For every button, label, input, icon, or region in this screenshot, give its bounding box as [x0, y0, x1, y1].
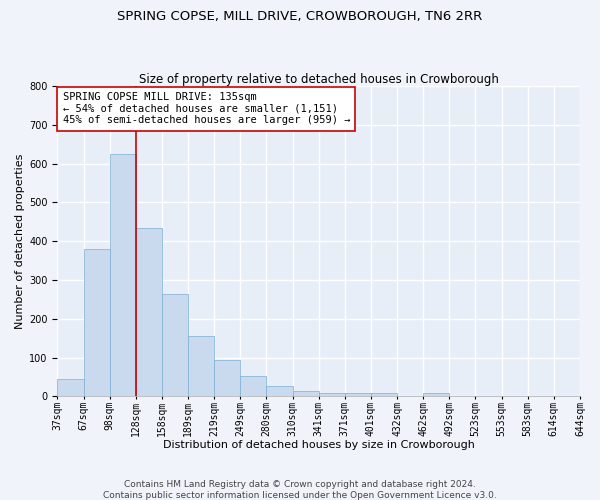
Bar [319, 392, 345, 396]
Y-axis label: Number of detached properties: Number of detached properties [15, 154, 25, 329]
X-axis label: Distribution of detached houses by size in Crowborough: Distribution of detached houses by size … [163, 440, 475, 450]
Text: Contains HM Land Registry data © Crown copyright and database right 2024.
Contai: Contains HM Land Registry data © Crown c… [103, 480, 497, 500]
Bar [423, 394, 449, 396]
Text: SPRING COPSE MILL DRIVE: 135sqm
← 54% of detached houses are smaller (1,151)
45%: SPRING COPSE MILL DRIVE: 135sqm ← 54% of… [62, 92, 350, 126]
Bar [214, 360, 241, 397]
Bar [136, 228, 162, 396]
Bar [110, 154, 136, 396]
Text: SPRING COPSE, MILL DRIVE, CROWBOROUGH, TN6 2RR: SPRING COPSE, MILL DRIVE, CROWBOROUGH, T… [118, 10, 482, 23]
Bar [83, 249, 110, 396]
Bar [241, 376, 266, 396]
Bar [162, 294, 188, 397]
Bar [58, 379, 83, 396]
Bar [293, 390, 319, 396]
Bar [345, 392, 371, 396]
Bar [266, 386, 293, 396]
Bar [371, 392, 397, 396]
Title: Size of property relative to detached houses in Crowborough: Size of property relative to detached ho… [139, 73, 499, 86]
Bar [188, 336, 214, 396]
